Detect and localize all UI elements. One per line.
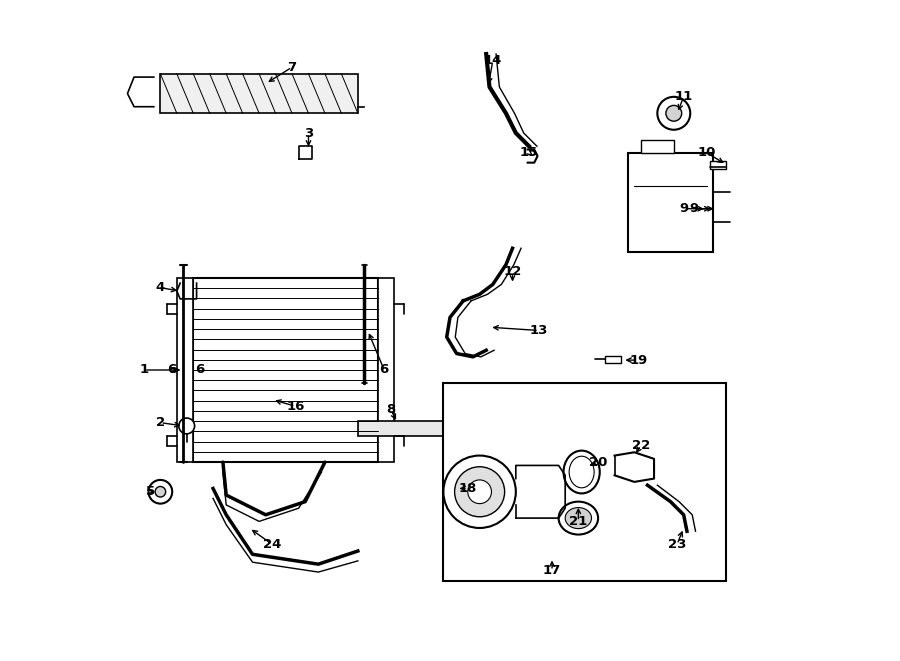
Text: 17: 17 bbox=[543, 564, 561, 577]
Text: 18: 18 bbox=[459, 482, 477, 495]
Text: 23: 23 bbox=[668, 538, 687, 551]
Text: 20: 20 bbox=[589, 455, 608, 469]
Text: 22: 22 bbox=[632, 439, 650, 452]
Text: 24: 24 bbox=[263, 538, 282, 551]
Bar bbox=[710, 161, 726, 169]
Text: 3: 3 bbox=[304, 126, 313, 139]
Text: 8: 8 bbox=[386, 403, 395, 416]
Circle shape bbox=[454, 467, 505, 517]
Bar bbox=[627, 153, 714, 252]
Text: 6: 6 bbox=[195, 364, 204, 377]
Text: 16: 16 bbox=[286, 400, 304, 412]
Circle shape bbox=[155, 486, 166, 497]
Bar bbox=[176, 278, 194, 462]
Circle shape bbox=[657, 97, 690, 130]
Circle shape bbox=[468, 480, 491, 504]
Text: 9: 9 bbox=[689, 202, 698, 215]
Ellipse shape bbox=[563, 451, 599, 493]
Bar bbox=[641, 139, 674, 153]
Circle shape bbox=[666, 105, 681, 121]
Text: 10: 10 bbox=[698, 146, 716, 159]
Text: 9: 9 bbox=[680, 202, 688, 215]
Circle shape bbox=[444, 455, 516, 528]
Text: 15: 15 bbox=[520, 146, 538, 159]
Text: 14: 14 bbox=[483, 54, 502, 67]
Bar bbox=[378, 278, 394, 462]
Text: 4: 4 bbox=[156, 281, 165, 294]
Text: 6: 6 bbox=[380, 364, 389, 377]
Text: 1: 1 bbox=[140, 364, 148, 377]
Ellipse shape bbox=[559, 502, 598, 535]
Text: 6: 6 bbox=[166, 364, 176, 377]
Ellipse shape bbox=[565, 508, 591, 529]
Text: 2: 2 bbox=[156, 416, 165, 429]
Bar bbox=[605, 356, 621, 364]
Circle shape bbox=[179, 418, 194, 434]
Bar bbox=[194, 278, 378, 462]
Bar bbox=[160, 74, 358, 113]
Text: 19: 19 bbox=[629, 354, 647, 367]
Bar bbox=[444, 383, 726, 580]
Ellipse shape bbox=[569, 456, 594, 488]
Text: 21: 21 bbox=[569, 515, 588, 528]
Text: 5: 5 bbox=[146, 485, 155, 498]
Bar bbox=[358, 421, 444, 436]
Text: 13: 13 bbox=[530, 324, 548, 337]
Text: 12: 12 bbox=[503, 265, 522, 278]
Circle shape bbox=[148, 480, 172, 504]
Text: 7: 7 bbox=[287, 61, 297, 74]
Text: 11: 11 bbox=[674, 91, 693, 103]
